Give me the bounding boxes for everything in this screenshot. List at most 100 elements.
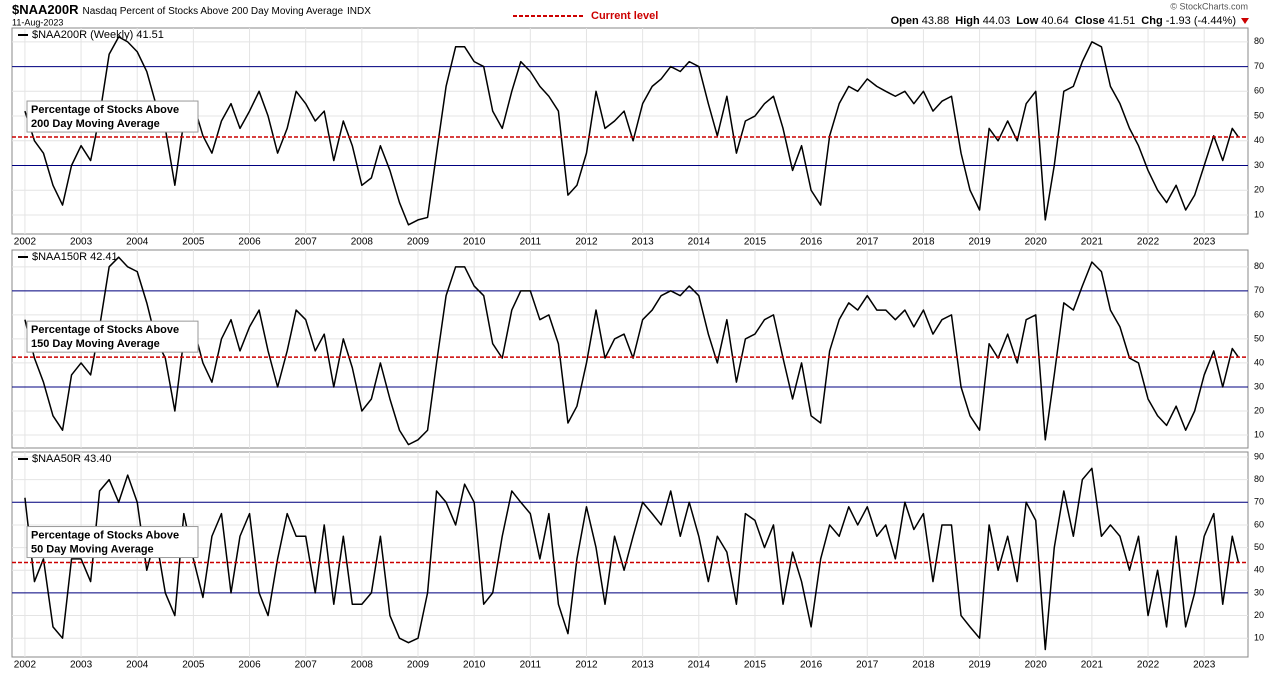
x-tick-label: 2011 <box>520 660 542 671</box>
y-tick-label: 50 <box>1254 542 1264 552</box>
y-tick-label: 70 <box>1254 285 1264 295</box>
y-tick-label: 70 <box>1254 61 1264 71</box>
x-tick-label: 2012 <box>575 660 598 671</box>
x-tick-label: 2009 <box>407 237 430 248</box>
annotation-text: 200 Day Moving Average <box>31 118 160 130</box>
quote-value: -1.93 (-4.44%) <box>1166 15 1236 27</box>
y-tick-label: 10 <box>1254 209 1264 219</box>
y-tick-label: 80 <box>1254 474 1264 484</box>
x-tick-label: 2008 <box>351 237 374 248</box>
quote-value: 40.64 <box>1041 15 1069 27</box>
annotation-box <box>26 100 199 133</box>
x-tick-label: 2011 <box>520 237 542 248</box>
quote-label: Open <box>891 15 919 27</box>
y-tick-label: 30 <box>1254 160 1264 170</box>
line-series <box>24 467 1240 651</box>
x-tick-label: 2005 <box>182 660 205 671</box>
x-tick-label: 2010 <box>463 237 486 248</box>
quote-label: Chg <box>1141 15 1162 27</box>
x-tick-label: 2023 <box>1193 237 1216 248</box>
x-tick-label: 2016 <box>800 660 823 671</box>
x-tick-label: 2007 <box>295 660 318 671</box>
x-tick-label: 2005 <box>182 237 205 248</box>
annotation-text: 150 Day Moving Average <box>31 338 160 350</box>
y-tick-label: 50 <box>1254 333 1264 343</box>
x-tick-label: 2019 <box>968 660 991 671</box>
x-tick-label: 2014 <box>688 660 711 671</box>
x-tick-label: 2016 <box>800 237 823 248</box>
quote-label: High <box>955 15 980 27</box>
x-tick-label: 2013 <box>632 660 655 671</box>
y-tick-label: 60 <box>1254 309 1264 319</box>
x-tick-label: 2006 <box>238 660 261 671</box>
x-tick-label: 2007 <box>295 237 318 248</box>
panel-title: $NAA50R 43.40 <box>32 453 112 465</box>
y-tick-label: 40 <box>1254 357 1264 367</box>
line-series <box>24 36 1240 226</box>
y-tick-label: 40 <box>1254 135 1264 145</box>
x-tick-label: 2003 <box>70 660 93 671</box>
x-tick-label: 2022 <box>1137 660 1160 671</box>
x-tick-label: 2004 <box>126 660 149 671</box>
annotation-text: Percentage of Stocks Above <box>31 529 179 541</box>
y-tick-label: 30 <box>1254 381 1264 391</box>
x-tick-label: 2018 <box>912 237 935 248</box>
annotation-box <box>26 320 199 353</box>
x-tick-label: 2013 <box>632 237 655 248</box>
x-tick-label: 2014 <box>688 237 711 248</box>
x-tick-label: 2015 <box>744 660 767 671</box>
x-tick-label: 2012 <box>575 237 598 248</box>
plot-area <box>11 451 1249 658</box>
exchange: INDX <box>347 6 371 17</box>
y-tick-label: 20 <box>1254 405 1264 415</box>
x-tick-label: 2002 <box>14 237 37 248</box>
y-tick-label: 60 <box>1254 86 1264 96</box>
quotes: Open 43.88 High 44.03 Low 40.64 Close 41.51 Chg -… <box>891 15 1236 27</box>
symbol: $NAA200R <box>12 2 79 17</box>
down-arrow <box>1241 18 1249 24</box>
y-tick-label: 80 <box>1254 261 1264 271</box>
x-tick-label: 2019 <box>968 237 991 248</box>
y-tick-label: 90 <box>1254 451 1264 461</box>
header-title: $NAA200R Nasdaq Percent of Stocks Above 2… <box>12 2 371 17</box>
x-tick-label: 2010 <box>463 660 486 671</box>
copyright: © StockCharts.com <box>1170 1 1248 11</box>
quote-value: 43.88 <box>922 15 950 27</box>
x-tick-label: 2004 <box>126 237 149 248</box>
annotation-text: Percentage of Stocks Above <box>31 324 179 336</box>
x-tick-label: 2003 <box>70 237 93 248</box>
date: 11-Aug-2023 <box>12 17 63 27</box>
x-tick-label: 2015 <box>744 237 767 248</box>
x-tick-label: 2018 <box>912 660 935 671</box>
x-tick-label: 2021 <box>1081 237 1104 248</box>
quote-label: Close <box>1075 15 1105 27</box>
y-tick-label: 70 <box>1254 497 1264 507</box>
y-tick-label: 40 <box>1254 565 1264 575</box>
quote-value: 41.51 <box>1108 15 1136 27</box>
x-tick-label: 2020 <box>1025 237 1048 248</box>
annotation-text: 50 Day Moving Average <box>31 543 154 555</box>
x-tick-label: 2023 <box>1193 660 1216 671</box>
x-tick-label: 2020 <box>1025 660 1048 671</box>
legend-label: Current level <box>591 10 658 22</box>
y-tick-label: 20 <box>1254 610 1264 620</box>
panel-title: $NAA150R 42.41 <box>32 251 118 263</box>
x-tick-label: 2017 <box>856 660 879 671</box>
x-tick-label: 2006 <box>238 237 261 248</box>
x-tick-label: 2008 <box>351 660 374 671</box>
panel-title: $NAA200R (Weekly) 41.51 <box>32 29 164 41</box>
description: Nasdaq Percent of Stocks Above 200 Day M… <box>82 6 343 17</box>
quote-label: Low <box>1016 15 1038 27</box>
x-tick-label: 2002 <box>14 660 37 671</box>
y-tick-label: 10 <box>1254 429 1264 439</box>
annotation-text: Percentage of Stocks Above <box>31 104 179 116</box>
y-tick-label: 80 <box>1254 36 1264 46</box>
annotation-box <box>26 526 199 559</box>
y-tick-label: 30 <box>1254 587 1264 597</box>
x-tick-label: 2017 <box>856 237 879 248</box>
y-tick-label: 60 <box>1254 519 1264 529</box>
x-tick-label: 2021 <box>1081 660 1104 671</box>
x-tick-label: 2022 <box>1137 237 1160 248</box>
